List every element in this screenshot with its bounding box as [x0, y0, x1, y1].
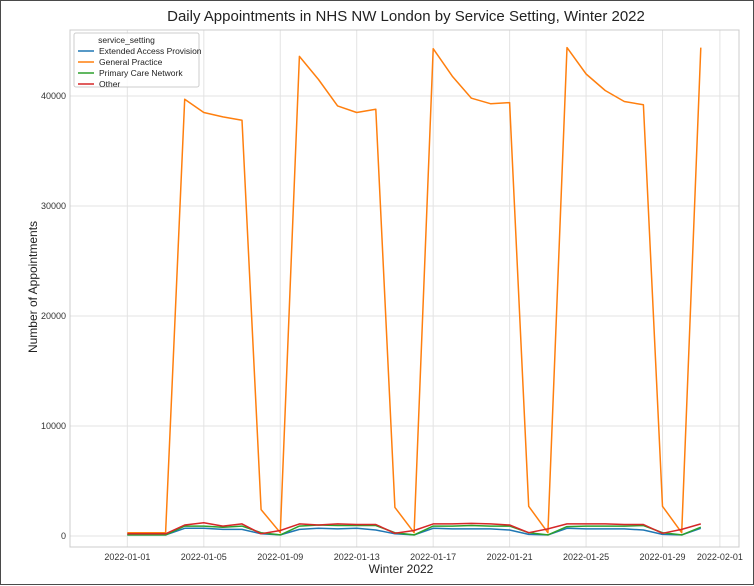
- x-tick-label: 2022-02-01: [697, 552, 743, 562]
- grid: [70, 30, 739, 547]
- legend-title: service_setting: [98, 35, 155, 45]
- legend-entry: Primary Care Network: [99, 68, 183, 78]
- x-axis-label: Winter 2022: [369, 562, 434, 576]
- y-axis-label: Number of Appointments: [26, 221, 40, 353]
- legend-entry: Extended Access Provision: [99, 46, 202, 56]
- x-tick-label: 2022-01-25: [563, 552, 609, 562]
- x-tick-label: 2022-01-29: [640, 552, 686, 562]
- x-tick-label: 2022-01-09: [257, 552, 303, 562]
- chart-title: Daily Appointments in NHS NW London by S…: [167, 8, 645, 25]
- x-tick-label: 2022-01-05: [181, 552, 227, 562]
- series-lines: [127, 46, 702, 536]
- x-tick-label: 2022-01-21: [487, 552, 533, 562]
- series-line-general-practice: [127, 46, 702, 534]
- x-tick-label: 2022-01-17: [410, 552, 456, 562]
- y-tick-label: 0: [61, 531, 66, 541]
- y-tick-label: 30000: [41, 201, 66, 211]
- y-tick-label: 40000: [41, 91, 66, 101]
- legend-entry: General Practice: [99, 57, 163, 67]
- legend-entry: Other: [99, 79, 120, 89]
- series-line-primary-care-network: [127, 524, 702, 536]
- x-tick-label: 2022-01-13: [334, 552, 380, 562]
- series-line-other: [127, 522, 702, 535]
- tick-labels: 2022-01-01 2022-01-05 2022-01-09 2022-01-13…: [41, 91, 743, 562]
- x-tick-label: 2022-01-01: [104, 552, 150, 562]
- plot-area-border: [69, 29, 740, 548]
- y-tick-label: 10000: [41, 421, 66, 431]
- legend-box: [73, 32, 200, 88]
- y-tick-label: 20000: [41, 311, 66, 321]
